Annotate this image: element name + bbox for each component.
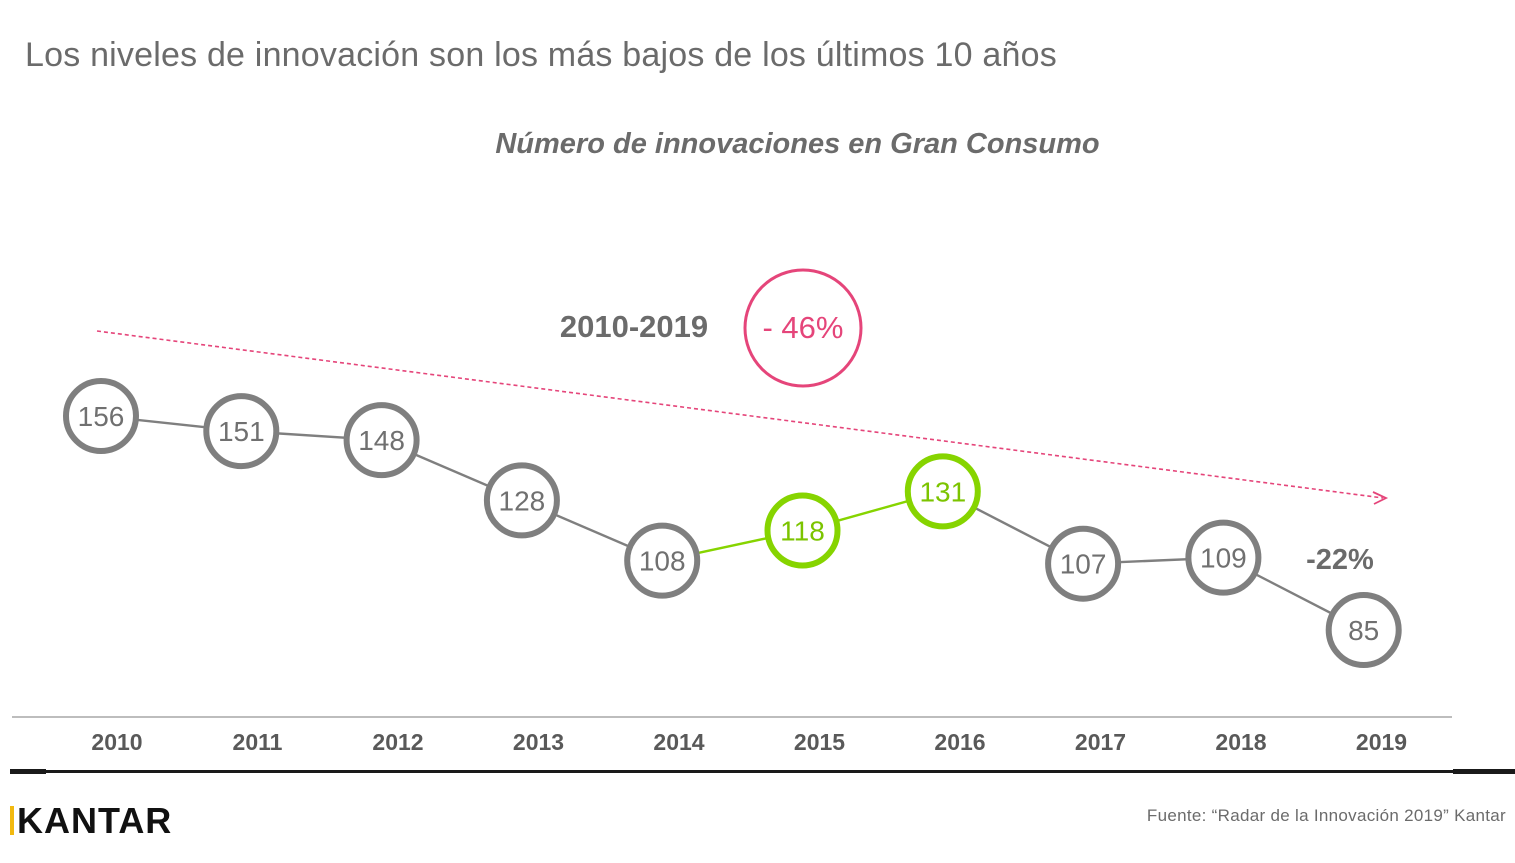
data-label-2018: 109 xyxy=(1200,543,1247,574)
x-tick-label-2018: 2018 xyxy=(1215,729,1266,755)
data-point-2017 xyxy=(1045,525,1122,602)
chart-title: Número de innovaciones en Gran Consumo xyxy=(495,128,1100,160)
axis-baseline xyxy=(12,716,1452,718)
data-point-2010 xyxy=(63,378,139,454)
data-label-2019: 85 xyxy=(1348,615,1379,646)
data-point-2012 xyxy=(343,402,420,479)
slide-title: Los niveles de innovación son los más ba… xyxy=(25,36,1057,74)
logo-accent-bar xyxy=(10,806,14,835)
trend-arrowhead xyxy=(1372,491,1389,505)
footer-rule-right xyxy=(1453,769,1515,774)
period-change-badge xyxy=(743,268,863,388)
footer-rule xyxy=(46,770,1453,773)
x-tick-label-2019: 2019 xyxy=(1356,729,1407,755)
data-label-2015: 118 xyxy=(780,516,825,547)
data-label-2012: 148 xyxy=(358,425,405,456)
points-layer: 156 151 148 128 108 118 131 107 109 85 xyxy=(63,378,1402,668)
segments-layer xyxy=(100,414,1365,632)
x-tick-label-2014: 2014 xyxy=(653,729,704,755)
annotation-layer: 2010-2019 - 46% -22% xyxy=(560,268,1374,576)
period-change-value: - 46% xyxy=(763,310,844,345)
trend-line xyxy=(96,330,1384,499)
data-point-2018 xyxy=(1185,519,1262,596)
x-tick-label-2015: 2015 xyxy=(794,729,845,755)
data-point-2011 xyxy=(203,393,280,470)
period-label: 2010-2019 xyxy=(560,309,708,344)
data-point-2016 xyxy=(904,453,981,530)
x-tick-label-2016: 2016 xyxy=(934,729,985,755)
data-label-2014: 108 xyxy=(639,546,686,577)
data-label-2016: 131 xyxy=(919,476,966,507)
last-year-change: -22% xyxy=(1306,544,1374,576)
source-note: Fuente: “Radar de la Innovación 2019” Ka… xyxy=(1146,806,1506,825)
data-label-2017: 107 xyxy=(1060,549,1107,580)
x-tick-label-2012: 2012 xyxy=(372,729,423,755)
data-point-2014 xyxy=(624,522,701,599)
footer-rule-left xyxy=(10,769,46,774)
trend-layer xyxy=(96,330,1389,505)
x-tick-label-2017: 2017 xyxy=(1075,729,1126,755)
data-label-2013: 128 xyxy=(499,485,546,516)
data-point-2019 xyxy=(1325,592,1402,668)
data-label-2011: 151 xyxy=(218,416,265,447)
data-label-2010: 156 xyxy=(78,401,125,432)
data-point-2013 xyxy=(483,462,560,539)
x-tick-label-2013: 2013 xyxy=(513,729,564,755)
kantar-logo: KANTAR xyxy=(10,801,172,841)
x-tick-label-2011: 2011 xyxy=(233,729,283,755)
logo-text: KANTAR xyxy=(17,800,173,841)
x-tick-label-2010: 2010 xyxy=(91,729,142,755)
x-axis: 2010 2011 2012 2013 2014 2015 2016 2017 2018 2019 xyxy=(91,729,1407,755)
data-point-2015 xyxy=(764,492,841,569)
